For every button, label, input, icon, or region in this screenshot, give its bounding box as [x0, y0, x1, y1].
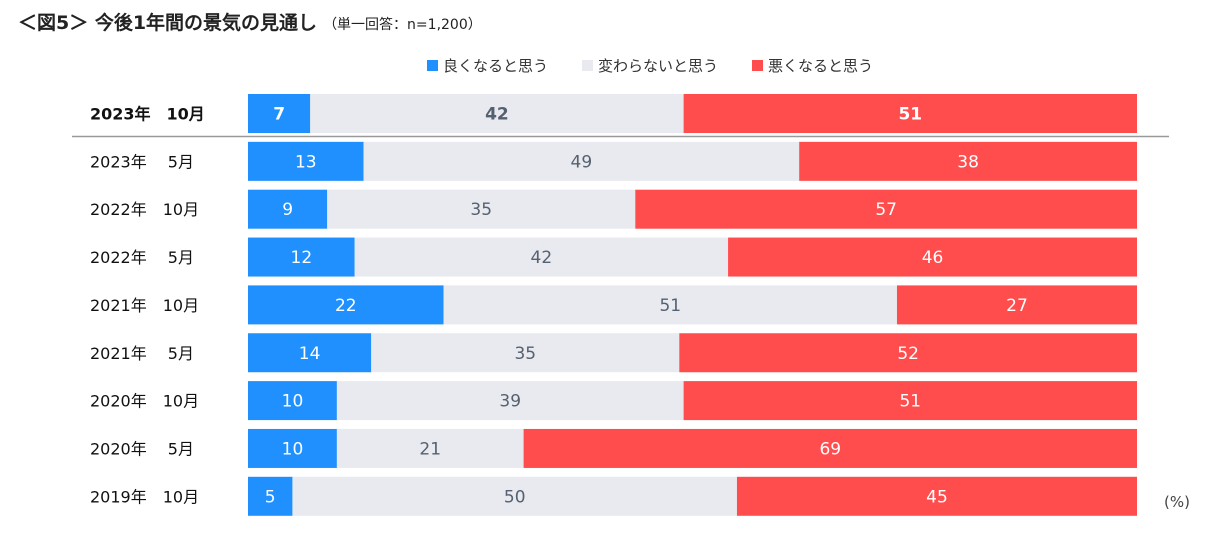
- bar-segment: [679, 333, 1137, 373]
- bar-segment: [248, 141, 364, 181]
- chart-title: ＜図5＞ 今後1年間の景気の見通し （単一回答：n=1,200）: [18, 8, 482, 35]
- data-label: 35: [514, 344, 536, 364]
- data-label: 51: [898, 105, 922, 125]
- category-label: 2022年 10月: [90, 200, 199, 219]
- bar-segment: [248, 381, 337, 421]
- data-label: 10: [282, 439, 304, 459]
- category-label: 2020年 10月: [90, 392, 199, 411]
- data-label: 52: [897, 344, 919, 364]
- data-label: 35: [470, 200, 492, 220]
- bar-segment: [292, 476, 737, 516]
- bar-segment: [736, 476, 1137, 516]
- bar-segment: [248, 476, 293, 516]
- data-label: 49: [571, 152, 593, 172]
- data-label: 13: [295, 152, 317, 172]
- bar-segment: [248, 333, 372, 373]
- data-label: 5: [265, 487, 276, 507]
- unit-label: (%): [1164, 493, 1190, 511]
- category-label: 2023年 5月: [90, 152, 194, 171]
- bar-segment: [799, 141, 1137, 181]
- data-label: 46: [922, 248, 944, 268]
- bar-segment: [336, 428, 524, 468]
- data-label: 21: [419, 439, 441, 459]
- data-label: 45: [926, 487, 948, 507]
- data-label: 12: [291, 248, 313, 268]
- bar-segment: [248, 428, 337, 468]
- bar-segment: [327, 189, 636, 229]
- data-label: 42: [485, 105, 509, 125]
- data-label: 69: [819, 439, 841, 459]
- data-label: 38: [957, 152, 979, 172]
- data-label: 57: [875, 200, 897, 220]
- category-label: 2021年 10月: [90, 296, 199, 315]
- bar-segment: [248, 94, 311, 133]
- bar-segment: [896, 285, 1137, 325]
- bar-segment: [248, 285, 444, 325]
- bar-segment: [354, 237, 729, 277]
- data-label: 14: [299, 344, 321, 364]
- bar-segment: [363, 141, 800, 181]
- bar-segment: [523, 428, 1137, 468]
- legend-label-1: 良くなると思う: [443, 57, 548, 75]
- chart-title-main: ＜図5＞ 今後1年間の景気の見通し: [18, 12, 318, 34]
- data-label: 39: [499, 392, 521, 412]
- category-label: 2023年 10月: [90, 105, 205, 124]
- data-label: 51: [899, 392, 921, 412]
- bar-segment: [248, 237, 355, 277]
- data-label: 27: [1006, 296, 1028, 316]
- category-label: 2022年 5月: [90, 248, 194, 267]
- data-label: 10: [282, 392, 304, 412]
- data-label: 50: [504, 487, 526, 507]
- data-label: 22: [335, 296, 357, 316]
- bar-segment: [336, 381, 684, 421]
- legend-swatch-2: [582, 60, 593, 71]
- category-label: 2021年 5月: [90, 344, 194, 363]
- bar-segment: [310, 94, 684, 133]
- bar-segment: [371, 333, 680, 373]
- legend-swatch-1: [427, 60, 438, 71]
- data-label: 51: [659, 296, 681, 316]
- category-label: 2020年 5月: [90, 439, 194, 458]
- bar-segment: [635, 189, 1137, 229]
- bar-segment: [683, 381, 1137, 421]
- legend-swatch-3: [752, 60, 763, 71]
- data-label: 7: [273, 105, 285, 125]
- bar-segment: [248, 189, 328, 229]
- data-label: 42: [531, 248, 553, 268]
- data-label: 9: [282, 200, 293, 220]
- bar-segment: [728, 237, 1137, 277]
- chart-title-sub: （単一回答：n=1,200）: [323, 17, 482, 33]
- bar-segment: [683, 94, 1137, 133]
- category-label: 2019年 10月: [90, 487, 199, 506]
- legend-label-3: 悪くなると思う: [768, 57, 873, 75]
- bar-segment: [443, 285, 897, 325]
- legend-label-2: 変わらないと思う: [598, 57, 718, 75]
